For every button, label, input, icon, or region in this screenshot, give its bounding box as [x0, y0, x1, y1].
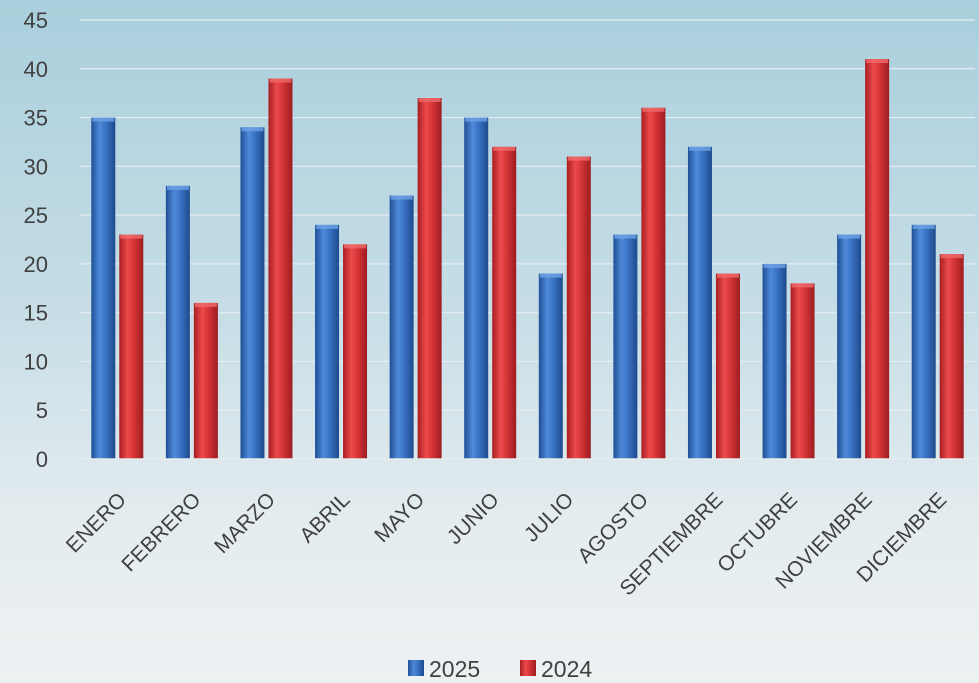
y-tick-label: 45 [24, 8, 48, 33]
bar-2025-julio [538, 273, 563, 459]
bar-cap [614, 234, 637, 239]
bar-cap [567, 156, 590, 161]
bar-cap [642, 107, 665, 112]
bar-2025-junio [464, 117, 489, 460]
y-tick-label: 25 [24, 203, 48, 228]
bar-2024-agosto [641, 107, 666, 460]
bar-cap [344, 244, 367, 249]
bar-cap [539, 273, 562, 278]
y-axis-ticks: 0 5 10 15 20 25 30 35 40 45 [24, 8, 48, 472]
y-tick-label: 40 [24, 57, 48, 82]
bar-2025-marzo [240, 127, 265, 460]
bar-cap [940, 254, 963, 259]
bar-2025-septiembre [687, 146, 712, 460]
bar-cap [194, 302, 217, 307]
x-tick-label: JUNIO [443, 488, 504, 549]
bar-cap [241, 127, 264, 132]
bar-2024-noviembre [865, 59, 890, 460]
bar-cap [688, 146, 711, 151]
gridlines [80, 19, 975, 411]
bar-2025-octubre [762, 263, 787, 459]
y-tick-label: 15 [24, 301, 48, 326]
y-tick-label: 10 [24, 349, 48, 374]
bar-cap [791, 283, 814, 288]
bar-2024-septiembre [715, 273, 740, 459]
bar-2024-julio [566, 156, 591, 460]
bar-2025-diciembre [911, 224, 936, 459]
bar-2025-agosto [613, 234, 638, 459]
legend-label-2025: 2025 [429, 656, 480, 682]
y-tick-label: 35 [24, 106, 48, 131]
bar-2024-febrero [193, 302, 218, 459]
x-tick-label: MARZO [210, 488, 280, 558]
bar-cap [493, 146, 516, 151]
bar-2024-junio [492, 146, 517, 460]
x-tick-label: FEBRERO [117, 488, 205, 576]
y-tick-label: 20 [24, 252, 48, 277]
bar-cap [866, 59, 889, 64]
bar-cap [838, 234, 861, 239]
bar-cap [418, 98, 441, 103]
bar-cap [465, 117, 488, 122]
bar-2024-mayo [417, 98, 442, 460]
bar-cap [92, 117, 115, 122]
legend-swatch-2024 [520, 660, 536, 676]
bar-2024-marzo [268, 78, 293, 460]
legend-swatch-2025 [408, 660, 424, 676]
bar-2025-abril [315, 224, 340, 459]
legend: 2025 2024 [408, 656, 592, 682]
bar-cap [120, 234, 143, 239]
bar-2025-mayo [389, 195, 414, 459]
x-tick-label: ENERO [62, 488, 131, 557]
x-tick-label: AGOSTO [573, 488, 653, 568]
bar-2024-diciembre [939, 254, 964, 459]
bar-cap [390, 195, 413, 200]
bar-2025-enero [91, 117, 116, 460]
bar-cap [763, 263, 786, 268]
x-tick-label: MAYO [370, 488, 429, 547]
bar-2024-abril [343, 244, 368, 459]
bar-2024-enero [119, 234, 144, 459]
x-tick-label: ABRIL [295, 488, 354, 547]
legend-label-2024: 2024 [541, 656, 592, 682]
bar-cap [912, 224, 935, 229]
bar-cap [716, 273, 739, 278]
bar-cap [269, 78, 292, 83]
y-tick-label: 5 [36, 398, 48, 423]
y-tick-label: 30 [24, 154, 48, 179]
y-tick-label: 0 [36, 447, 48, 472]
bar-2025-noviembre [837, 234, 862, 459]
bar-cap [166, 185, 189, 190]
bar-2024-octubre [790, 283, 815, 459]
x-tick-label: JULIO [520, 488, 578, 546]
bars [91, 59, 964, 460]
bar-cap [316, 224, 339, 229]
bar-2025-febrero [165, 185, 190, 459]
